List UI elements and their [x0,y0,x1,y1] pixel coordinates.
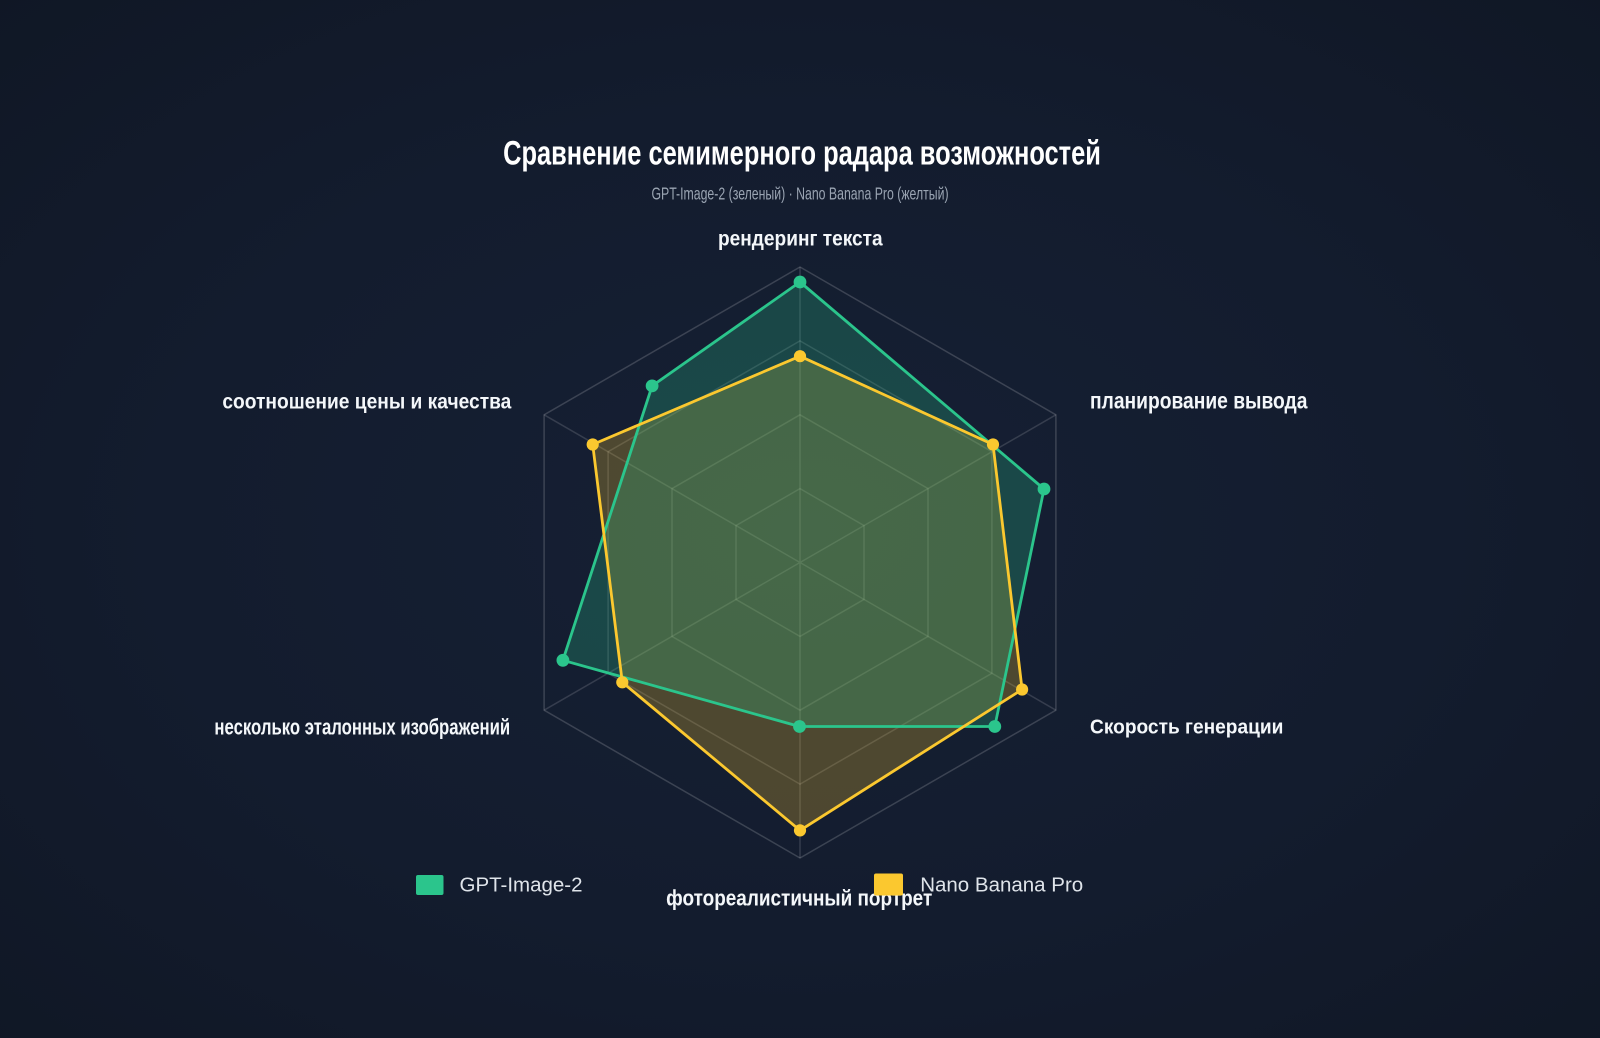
svg-text:несколько эталонных изображени: несколько эталонных изображений [214,715,510,740]
svg-text:Скорость генерации: Скорость генерации [1090,716,1283,738]
svg-text:планирование вывода: планирование вывода [1090,389,1308,414]
svg-text:Сравнение семимерного радара в: Сравнение семимерного радара возможносте… [503,135,1101,172]
svg-text:соотношение цены и качества: соотношение цены и качества [222,391,512,414]
svg-text:рендеринг текста: рендеринг текста [718,228,883,251]
svg-text:Nano Banana Pro: Nano Banana Pro [920,874,1083,897]
svg-text:GPT-Image-2: GPT-Image-2 [460,874,583,897]
svg-text:GPT-Image-2 (зеленый) · Nano B: GPT-Image-2 (зеленый) · Nano Banana Pro … [651,185,948,205]
